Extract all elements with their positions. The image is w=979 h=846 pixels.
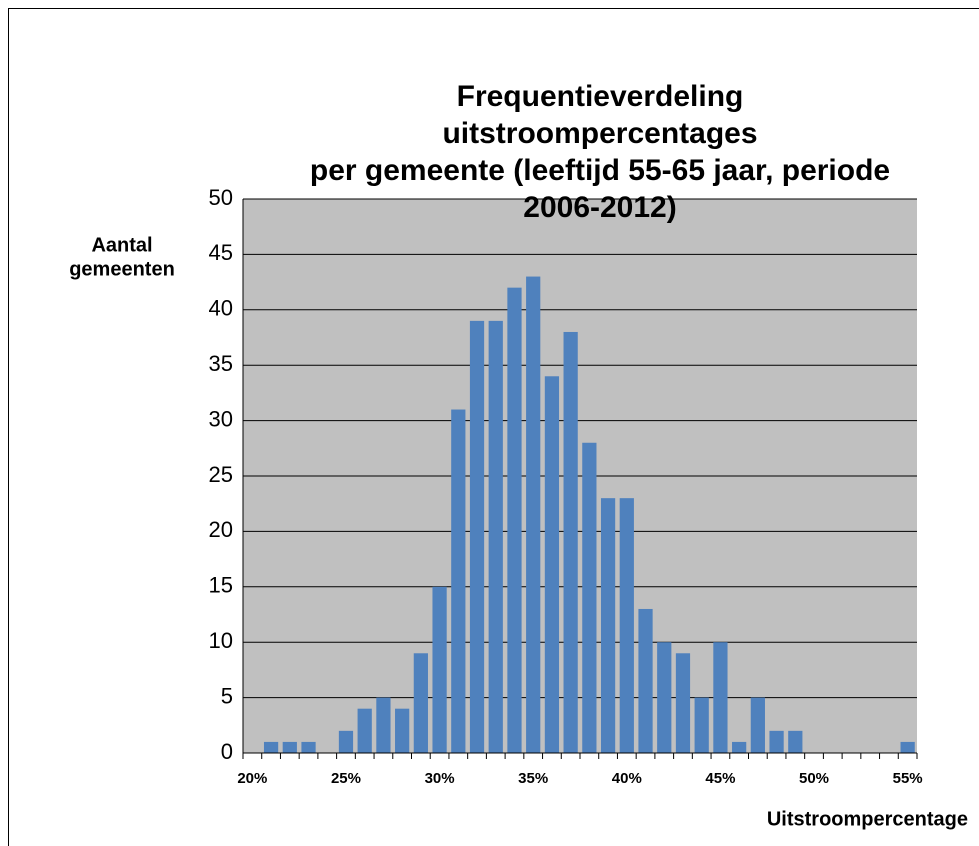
bar xyxy=(395,708,410,753)
bar xyxy=(600,498,616,753)
bar xyxy=(732,741,747,753)
y-tick-label: 20 xyxy=(209,517,233,542)
bar xyxy=(769,730,784,753)
y-axis-label: gemeenten xyxy=(69,258,175,280)
y-tick-label: 10 xyxy=(209,628,233,653)
y-axis-label: Aantal xyxy=(91,234,152,256)
bar xyxy=(451,409,466,753)
bar xyxy=(488,320,503,753)
y-tick-label: 35 xyxy=(209,351,233,376)
chart-title: per gemeente (leeftijd 55-65 jaar, perio… xyxy=(310,154,890,187)
x-tick-label: 40% xyxy=(612,770,642,787)
chart-title: uitstroompercentages xyxy=(442,117,757,150)
bar xyxy=(900,741,915,753)
bar xyxy=(507,287,522,753)
bar xyxy=(657,642,672,753)
x-tick-label: 50% xyxy=(799,770,829,787)
x-tick-label: 30% xyxy=(425,770,455,787)
bar xyxy=(544,376,560,753)
y-tick-label: 5 xyxy=(221,683,233,708)
y-tick-label: 0 xyxy=(221,739,233,764)
bar xyxy=(713,642,728,753)
x-axis-label: Uitstroompercentage xyxy=(767,808,968,830)
bar xyxy=(582,442,597,753)
bar xyxy=(526,276,541,753)
y-tick-label: 40 xyxy=(209,296,233,321)
y-tick-label: 30 xyxy=(209,406,233,431)
bar xyxy=(357,708,372,753)
bar xyxy=(619,498,634,753)
bar xyxy=(263,741,279,753)
chart-title: Frequentieverdeling xyxy=(457,80,744,113)
y-tick-label: 15 xyxy=(209,573,233,598)
bar xyxy=(301,741,316,753)
y-tick-label: 45 xyxy=(209,240,233,265)
bar xyxy=(675,653,691,753)
x-tick-label: 35% xyxy=(518,770,548,787)
bar xyxy=(788,730,803,753)
y-tick-label: 25 xyxy=(209,462,233,487)
bar xyxy=(563,331,578,753)
y-tick-label: 50 xyxy=(209,185,233,210)
x-tick-label: 45% xyxy=(705,770,735,787)
bar xyxy=(432,586,447,753)
bar xyxy=(338,730,354,753)
bar xyxy=(469,320,485,753)
bar xyxy=(376,697,391,753)
bar xyxy=(282,741,297,753)
bar xyxy=(638,608,653,753)
x-tick-label: 20% xyxy=(237,770,267,787)
x-tick-label: 55% xyxy=(893,770,923,787)
bar xyxy=(413,653,428,753)
chart-title: 2006-2012) xyxy=(523,191,676,224)
bar xyxy=(750,697,765,753)
x-tick-label: 25% xyxy=(331,770,361,787)
bar xyxy=(694,697,709,753)
